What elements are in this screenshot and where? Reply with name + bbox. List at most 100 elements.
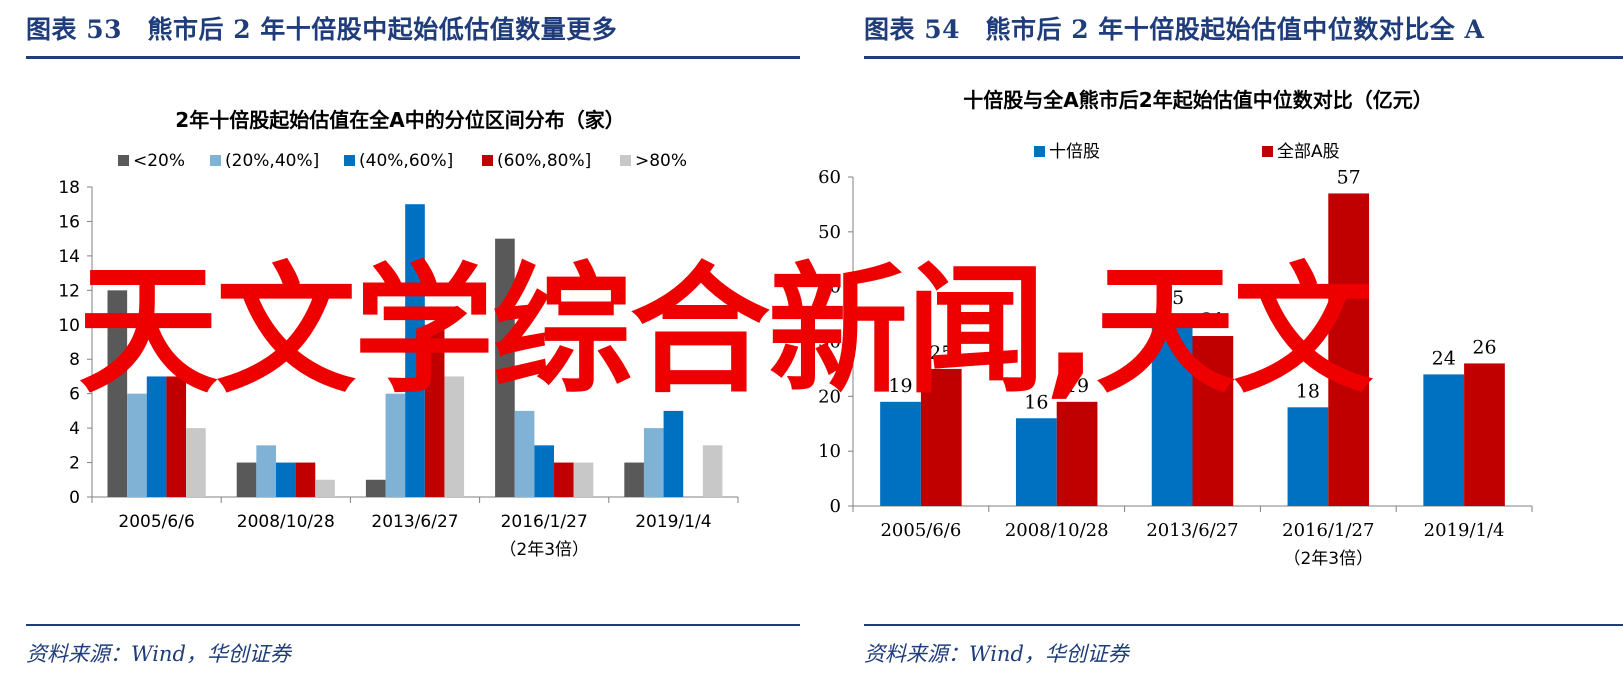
bar [1328, 193, 1370, 506]
bar [444, 376, 465, 497]
legend-swatch [210, 155, 221, 166]
bar [495, 238, 515, 497]
bar [107, 290, 128, 497]
y-tick-label: 50 [818, 222, 841, 243]
source-note: 资料来源：Wind，华创证券 [26, 642, 291, 666]
x-tick-label: 2016/1/27 [1282, 520, 1374, 541]
x-tick-note: （2年3倍） [499, 540, 589, 560]
bar [256, 445, 276, 497]
chart-title: 十倍股与全A熊市后2年起始估值中位数对比（亿元） [963, 88, 1432, 112]
source-note: 资料来源：Wind，华创证券 [864, 642, 1129, 666]
legend-swatch [1262, 146, 1273, 157]
bar [643, 428, 664, 497]
data-label: 19 [1065, 375, 1089, 397]
title-rule [26, 56, 800, 59]
y-tick-label: 8 [69, 350, 80, 370]
data-label: 31 [1201, 309, 1225, 331]
bar [275, 462, 296, 497]
y-tick-label: 20 [818, 386, 841, 407]
bar [166, 376, 187, 497]
legend-label: <20% [133, 151, 185, 171]
bar [295, 462, 316, 497]
x-tick-label: 2013/6/27 [1146, 520, 1238, 541]
bar [385, 393, 406, 497]
legend-label: (20%,40%] [225, 151, 319, 171]
legend-swatch [620, 155, 631, 166]
bar [534, 445, 555, 497]
x-tick-label: 2016/1/27 [501, 512, 588, 532]
y-tick-label: 12 [58, 281, 80, 301]
figure-title: 图表 53 熊市后 2 年十倍股中起始低估值数量更多 [26, 15, 618, 44]
legend-label: >80% [635, 151, 687, 171]
data-label: 24 [1432, 347, 1456, 369]
bar [1151, 314, 1193, 506]
bar [624, 462, 644, 497]
data-label: 18 [1296, 380, 1320, 402]
bar [663, 410, 684, 497]
bar [1464, 363, 1505, 506]
y-tick-label: 60 [818, 167, 841, 188]
data-label: 25 [929, 342, 953, 364]
y-tick-label: 10 [818, 441, 841, 462]
y-tick-label: 40 [818, 277, 841, 298]
title-rule [864, 56, 1623, 59]
distribution-bar-chart: 2年十倍股起始估值在全A中的分位区间分布（家） <20% (20%,40%] (40%… [58, 108, 739, 560]
bar [1056, 401, 1098, 506]
bar [127, 393, 147, 497]
source-rule [26, 624, 800, 626]
bar [573, 462, 594, 497]
bar [514, 410, 535, 497]
bar [702, 445, 723, 497]
bar [405, 204, 425, 497]
y-tick-label: 6 [69, 385, 80, 405]
x-tick-label: 2005/6/6 [118, 512, 194, 532]
y-tick-label: 4 [69, 419, 80, 439]
source-rule [864, 624, 1623, 626]
bar [146, 376, 167, 497]
x-tick-note: （2年3倍） [1283, 549, 1373, 569]
figure-panel-54: 图表 54 熊市后 2 年十倍股起始估值中位数对比全 A 十倍股与全A熊市后2年… [818, 0, 1623, 683]
legend-label: (40%,60%] [359, 151, 453, 171]
y-tick-label: 2 [69, 454, 80, 474]
chart-title: 2年十倍股起始估值在全A中的分位区间分布（家） [175, 108, 624, 132]
y-tick-label: 30 [818, 332, 841, 353]
x-tick-label: 2013/6/27 [371, 512, 458, 532]
legend-label: 全部A股 [1277, 142, 1340, 162]
bar [1287, 407, 1329, 506]
bar [1423, 374, 1465, 506]
bar [920, 368, 962, 506]
x-tick-label: 2019/1/4 [1424, 520, 1505, 541]
y-tick-label: 0 [69, 488, 80, 508]
median-valuation-bar-chart: 十倍股与全A熊市后2年起始估值中位数对比（亿元） 十倍股 全部A股 0 10 20 30 40… [818, 88, 1533, 569]
x-tick-label: 2008/10/28 [237, 512, 335, 532]
y-tick-label: 14 [58, 247, 80, 267]
bar [236, 462, 257, 497]
figure-panel-53: 图表 53 熊市后 2 年十倍股中起始低估值数量更多 2年十倍股起始估值在全A中… [0, 0, 800, 683]
y-tick-label: 16 [58, 212, 80, 232]
figure-title: 图表 54 熊市后 2 年十倍股起始估值中位数对比全 A [864, 15, 1485, 44]
bar [1192, 336, 1234, 506]
bar [880, 401, 921, 506]
legend-swatch [482, 155, 493, 166]
watermark-text: 天文学综合新闻,天文 [78, 250, 1373, 413]
legend-swatch [118, 155, 129, 166]
x-tick-label: 2008/10/28 [1005, 520, 1109, 541]
bar [315, 479, 335, 497]
bar [424, 324, 445, 497]
y-tick-label: 10 [58, 316, 80, 336]
legend-swatch [344, 155, 355, 166]
x-tick-label: 2019/1/4 [635, 512, 711, 532]
data-label: 35 [1160, 287, 1184, 309]
bar [1015, 418, 1057, 506]
bar [186, 428, 206, 497]
x-tick-label: 2005/6/6 [880, 520, 961, 541]
y-tick-label: 0 [830, 496, 841, 517]
bar [365, 479, 386, 497]
legend-label: 十倍股 [1049, 142, 1100, 162]
data-label: 16 [1024, 391, 1048, 413]
bar [554, 462, 574, 497]
legend-label: (60%,80%] [497, 151, 591, 171]
y-tick-label: 18 [58, 178, 80, 198]
data-label: 57 [1337, 166, 1361, 188]
legend-swatch [1034, 146, 1045, 157]
